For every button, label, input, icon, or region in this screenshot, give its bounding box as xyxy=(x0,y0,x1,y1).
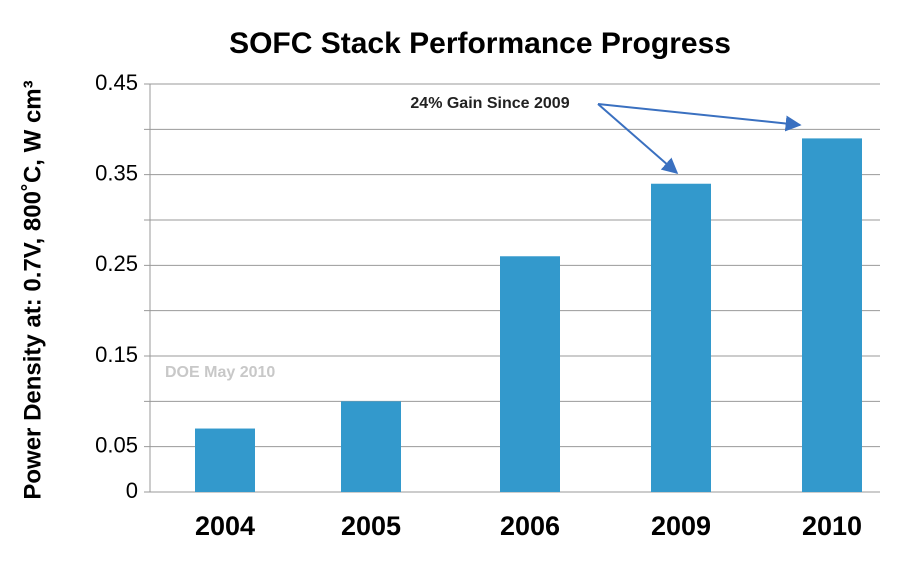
y-tick-label: 0.45 xyxy=(95,70,138,95)
bar xyxy=(500,256,560,492)
annotation: 24% Gain Since 2009 xyxy=(410,95,569,112)
plot-area: 0 0.05 0.15 0.25 0.35 0.45 2004 2005 2006 2009 201… xyxy=(95,70,880,541)
y-tick-label: 0.35 xyxy=(95,160,138,185)
y-tick-label: 0.15 xyxy=(95,342,138,367)
bar xyxy=(651,183,711,492)
x-tick-label: 2009 xyxy=(651,511,711,541)
x-tick-label: 2004 xyxy=(195,511,255,541)
y-axis-label: Power Density at: 0.7V, 800˚C, W cm³ xyxy=(19,80,46,499)
y-tick-label: 0.05 xyxy=(95,432,138,457)
bar xyxy=(341,401,401,492)
x-tick-label: 2005 xyxy=(341,511,401,541)
arrow xyxy=(597,103,679,175)
arrow xyxy=(597,103,802,132)
y-tick-label: 0 xyxy=(126,478,138,503)
y-tick-label: 0.25 xyxy=(95,251,138,276)
annotation: DOE May 2010 xyxy=(165,364,275,381)
bar xyxy=(195,428,255,492)
chart-title: SOFC Stack Performance Progress xyxy=(229,27,731,60)
bar xyxy=(802,138,862,492)
x-tick-label: 2006 xyxy=(500,511,560,541)
x-tick-label: 2010 xyxy=(802,511,862,541)
